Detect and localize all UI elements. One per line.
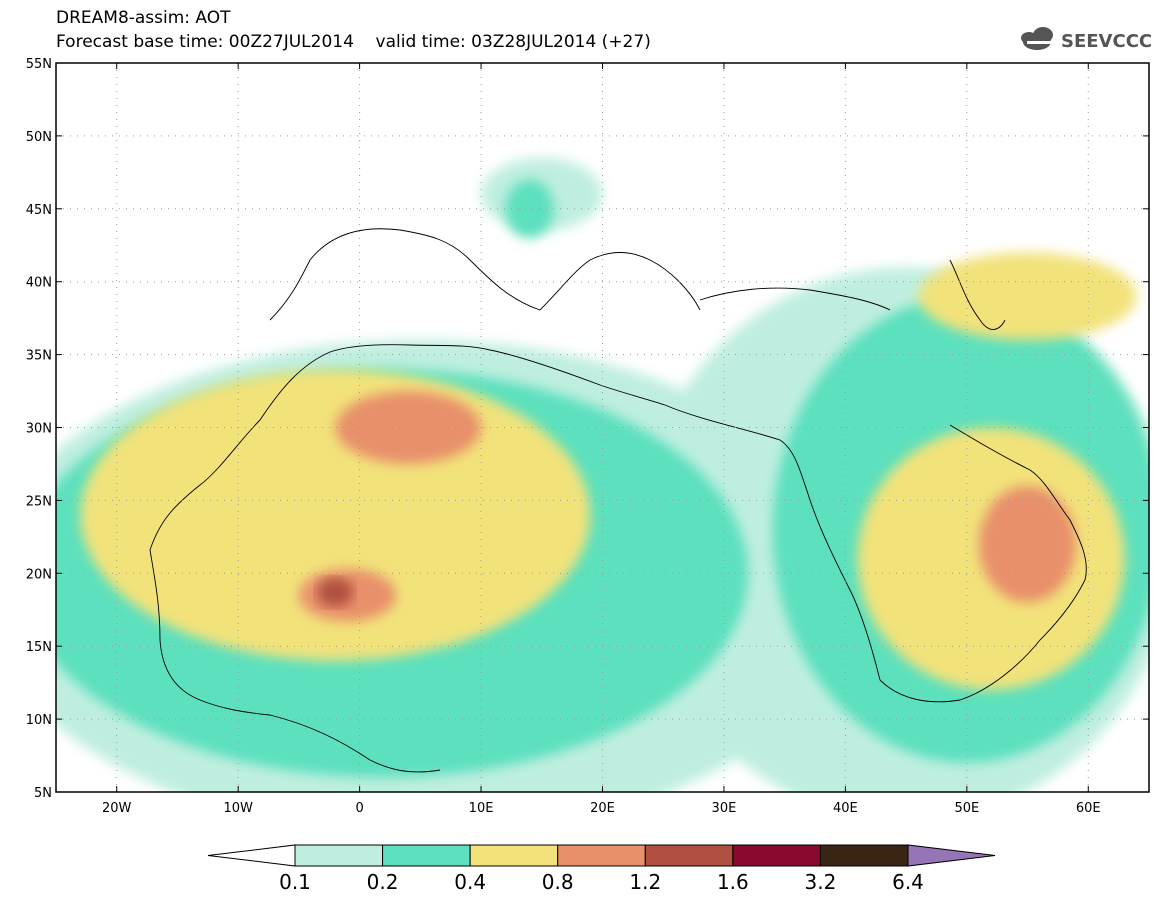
lon-tick-label: 40E [833,801,858,816]
lat-tick-label: 5N [34,786,52,801]
lon-tick-label: 50E [954,801,979,816]
aot-region-2-2 [918,252,1137,341]
aot-region-3-0 [335,391,482,464]
colorbar-label: 0.4 [454,870,487,894]
cloud-icon [1021,27,1053,50]
lat-tick-label: 25N [26,494,52,509]
lat-tick-label: 40N [26,276,52,291]
coastline-arabia [879,424,1087,703]
lat-tick-label: 45N [26,203,52,218]
axis-ticks: 55N 50N 45N 40N 35N 30N 25N 20N 15N 10N 5N 20W 10W 0 1… [26,57,1149,816]
aot-field-layer [56,157,1149,792]
colorbar-label: 1.2 [629,870,662,894]
aot-level-4 [317,577,354,607]
lon-tick-label: 30E [712,801,737,816]
gridlines [56,63,1149,792]
aot-region-1-2 [505,179,554,238]
chart-title: DREAM8-assim: AOT [56,8,231,28]
forecast-time-line: Forecast base time: 00Z27JUL2014 valid t… [56,32,651,52]
colorbar-swatch-3 [557,844,646,867]
coastline-north-africa [149,344,666,551]
coastline-layer [149,228,1087,773]
coastline-west-africa [149,549,441,773]
coastline-caspian [949,259,1006,330]
lat-tick-label: 15N [26,640,52,655]
lat-tick-label: 30N [26,422,52,437]
aot-region-4-0 [317,577,354,607]
lat-tick-label: 50N [26,130,52,145]
seevccc-logo: SEEVCCC [1015,22,1155,58]
colorbar [207,844,996,867]
aot-region-3-2 [978,485,1077,603]
lat-tick-label: 20N [26,567,52,582]
colorbar-under-triangle [207,844,296,867]
lon-tick-label: 10W [223,801,253,816]
lon-tick-label: 20E [590,801,615,816]
lat-tick-label: 10N [26,713,52,728]
colorbar-label: 1.6 [716,870,749,894]
colorbar-label: 3.2 [804,870,837,894]
coastline-turkey [699,287,891,311]
colorbar-swatch-1 [382,844,471,867]
coastline-europe-south [269,228,541,321]
lon-tick-label: 10E [469,801,494,816]
colorbar-label: 0.2 [366,870,399,894]
colorbar-label: 6.4 [892,870,924,894]
colorbar-label: 0.8 [541,870,574,894]
lat-tick-label: 55N [26,57,52,72]
lat-tick-label: 35N [26,349,52,364]
lon-tick-label: 60E [1076,801,1101,816]
colorbar-swatch-5 [732,844,821,867]
colorbar-swatch-2 [469,844,559,867]
lon-tick-label: 0 [355,801,363,816]
lon-tick-label: 20W [102,801,132,816]
logo-text: SEEVCCC [1061,31,1152,52]
colorbar-swatch-6 [819,844,909,867]
colorbar-swatch-4 [644,844,734,867]
coastline-balkans [539,252,701,311]
colorbar-over-triangle [907,844,996,867]
colorbar-swatch-0 [294,844,384,867]
coastline-red-sea-east [664,404,881,681]
colorbar-label: 0.1 [279,870,311,894]
